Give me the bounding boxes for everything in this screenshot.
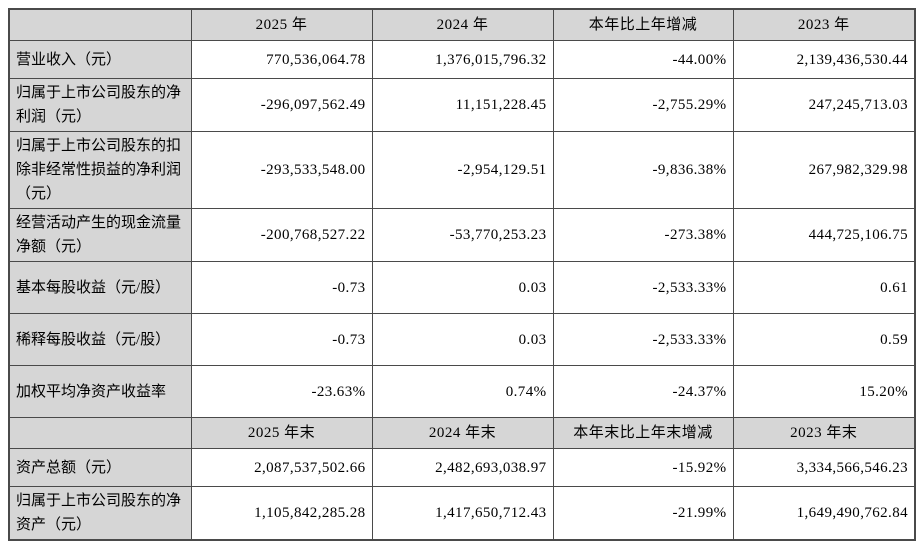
value-2024: 0.03 <box>371 261 554 314</box>
value-2025: -0.73 <box>190 261 373 314</box>
annual-header-2023: 2023 年 <box>732 8 916 41</box>
value-2023: 1,649,490,762.84 <box>732 486 916 541</box>
table-row-weighted-avg-roe: 加权平均净资产收益率 -23.63% 0.74% -24.37% 15.20% <box>8 365 916 418</box>
row-label: 基本每股收益（元/股） <box>8 261 192 314</box>
annual-header-2025: 2025 年 <box>190 8 373 41</box>
value-change: -44.00% <box>552 40 734 79</box>
row-label: 稀释每股收益（元/股） <box>8 313 192 366</box>
row-label: 资产总额（元） <box>8 448 192 487</box>
value-change: -2,755.29% <box>552 78 734 132</box>
value-2024: 2,482,693,038.97 <box>371 448 554 487</box>
value-2023: 267,982,329.98 <box>732 131 916 209</box>
value-2025: 2,087,537,502.66 <box>190 448 373 487</box>
value-2024: 11,151,228.45 <box>371 78 554 132</box>
value-change: -24.37% <box>552 365 734 418</box>
value-change: -21.99% <box>552 486 734 541</box>
table-row-basic-eps: 基本每股收益（元/股） -0.73 0.03 -2,533.33% 0.61 <box>8 261 916 314</box>
value-2024: 0.03 <box>371 313 554 366</box>
table-row-total-assets: 资产总额（元） 2,087,537,502.66 2,482,693,038.9… <box>8 448 916 487</box>
value-2023: 0.59 <box>732 313 916 366</box>
value-2025: -0.73 <box>190 313 373 366</box>
row-label: 加权平均净资产收益率 <box>8 365 192 418</box>
period-end-header-2024: 2024 年末 <box>371 417 554 449</box>
value-2025: -23.63% <box>190 365 373 418</box>
value-change: -15.92% <box>552 448 734 487</box>
value-2024: 1,376,015,796.32 <box>371 40 554 79</box>
value-2025: 1,105,842,285.28 <box>190 486 373 541</box>
value-2023: 15.20% <box>732 365 916 418</box>
value-2025: -293,533,548.00 <box>190 131 373 209</box>
value-2025: -296,097,562.49 <box>190 78 373 132</box>
value-2023: 247,245,713.03 <box>732 78 916 132</box>
value-2023: 444,725,106.75 <box>732 208 916 262</box>
value-2023: 2,139,436,530.44 <box>732 40 916 79</box>
row-label: 归属于上市公司股东的扣除非经常性损益的净利润（元） <box>8 131 192 209</box>
table-row-operating-cash-flow: 经营活动产生的现金流量净额（元） -200,768,527.22 -53,770… <box>8 208 916 262</box>
period-end-header-2025: 2025 年末 <box>190 417 373 449</box>
value-change: -2,533.33% <box>552 313 734 366</box>
row-label: 归属于上市公司股东的净资产（元） <box>8 486 192 541</box>
annual-header-2024: 2024 年 <box>371 8 554 41</box>
period-end-header-change: 本年末比上年末增减 <box>552 417 734 449</box>
table-row-net-assets: 归属于上市公司股东的净资产（元） 1,105,842,285.28 1,417,… <box>8 486 916 541</box>
row-label: 经营活动产生的现金流量净额（元） <box>8 208 192 262</box>
annual-header-change: 本年比上年增减 <box>552 8 734 41</box>
value-2024: 1,417,650,712.43 <box>371 486 554 541</box>
value-change: -9,836.38% <box>552 131 734 209</box>
annual-header-empty-cell <box>8 8 192 41</box>
value-2025: -200,768,527.22 <box>190 208 373 262</box>
value-2023: 0.61 <box>732 261 916 314</box>
period-end-header-row: 2025 年末 2024 年末 本年末比上年末增减 2023 年末 <box>8 417 916 449</box>
value-2024: 0.74% <box>371 365 554 418</box>
table-row-net-profit: 归属于上市公司股东的净利润（元） -296,097,562.49 11,151,… <box>8 78 916 132</box>
report-page: 2025 年 2024 年 本年比上年增减 2023 年 营业收入（元） 770… <box>8 8 916 541</box>
value-change: -273.38% <box>552 208 734 262</box>
value-2024: -53,770,253.23 <box>371 208 554 262</box>
period-end-header-empty-cell <box>8 417 192 449</box>
row-label: 归属于上市公司股东的净利润（元） <box>8 78 192 132</box>
row-label: 营业收入（元） <box>8 40 192 79</box>
period-end-header-2023: 2023 年末 <box>732 417 916 449</box>
value-2023: 3,334,566,546.23 <box>732 448 916 487</box>
table-row-diluted-eps: 稀释每股收益（元/股） -0.73 0.03 -2,533.33% 0.59 <box>8 313 916 366</box>
value-2024: -2,954,129.51 <box>371 131 554 209</box>
financial-summary-table: 2025 年 2024 年 本年比上年增减 2023 年 营业收入（元） 770… <box>8 8 916 541</box>
value-change: -2,533.33% <box>552 261 734 314</box>
annual-header-row: 2025 年 2024 年 本年比上年增减 2023 年 <box>8 8 916 41</box>
table-row-net-profit-excl-nonrecurring: 归属于上市公司股东的扣除非经常性损益的净利润（元） -293,533,548.0… <box>8 131 916 209</box>
table-row-operating-revenue: 营业收入（元） 770,536,064.78 1,376,015,796.32 … <box>8 40 916 79</box>
value-2025: 770,536,064.78 <box>190 40 373 79</box>
